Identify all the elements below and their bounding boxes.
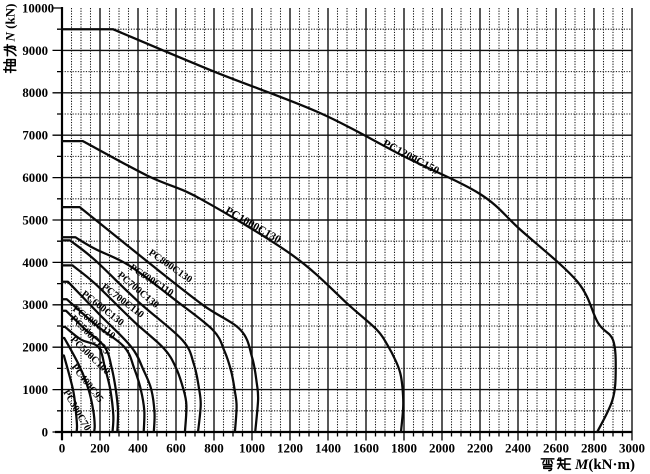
svg-text:10000: 10000 [22,1,54,15]
svg-text:2000: 2000 [22,341,48,355]
svg-text:7000: 7000 [22,129,48,143]
svg-text:1600: 1600 [353,441,379,456]
svg-text:200: 200 [90,441,110,456]
svg-text:2200: 2200 [467,441,493,456]
svg-text:1200: 1200 [277,441,303,456]
svg-text:3000: 3000 [22,298,48,312]
svg-text:2800: 2800 [581,441,607,456]
svg-text:800: 800 [204,441,224,456]
svg-text:0: 0 [59,441,66,456]
svg-text:400: 400 [128,441,148,456]
svg-text:5000: 5000 [22,213,48,227]
svg-text:N (kN): N (kN) [3,4,18,43]
svg-text:4000: 4000 [22,256,48,270]
svg-text:9000: 9000 [22,44,48,58]
svg-text:8000: 8000 [22,86,48,100]
svg-text:1000: 1000 [22,383,48,397]
svg-text:0: 0 [42,425,48,439]
svg-text:M(kN·m): M(kN·m) [574,457,635,473]
svg-text:600: 600 [166,441,186,456]
svg-text:2400: 2400 [505,441,531,456]
svg-text:2600: 2600 [543,441,569,456]
svg-text:6000: 6000 [22,171,48,185]
svg-text:1400: 1400 [315,441,341,456]
svg-text:1000: 1000 [239,441,265,456]
svg-text:2000: 2000 [429,441,455,456]
svg-text:3000: 3000 [619,441,645,456]
svg-text:1800: 1800 [391,441,417,456]
